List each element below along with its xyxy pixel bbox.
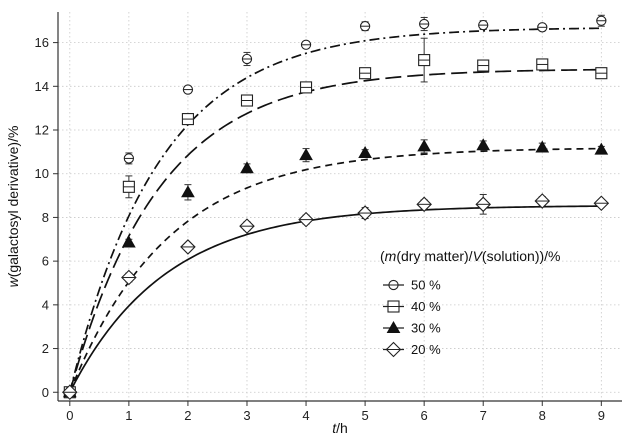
data-point	[476, 138, 491, 151]
legend-entry: 20 %	[383, 341, 441, 358]
data-point	[300, 39, 312, 50]
data-point	[478, 19, 489, 31]
x-axis-label: t/h	[332, 420, 348, 436]
fit-curve-series-4	[69, 205, 602, 393]
data-point	[239, 218, 255, 234]
data-point	[475, 196, 491, 213]
data-points	[62, 14, 610, 401]
legend-title-part: (solution))/%	[482, 248, 561, 264]
legend-title-part: (dry matter)/	[396, 248, 472, 264]
data-point	[416, 196, 432, 213]
x-tick-label: 6	[421, 408, 428, 423]
axes	[57, 12, 622, 402]
data-point	[535, 140, 550, 153]
x-tick-label: 4	[302, 408, 309, 423]
data-point	[537, 22, 548, 33]
x-tick-label: 7	[480, 408, 487, 423]
legend-label: 50 %	[411, 278, 441, 293]
data-point	[240, 94, 254, 107]
data-point	[419, 18, 430, 30]
y-tick-label: 6	[42, 254, 49, 269]
data-point	[181, 113, 194, 126]
data-point	[596, 15, 607, 26]
data-point	[299, 148, 313, 161]
data-point	[417, 139, 432, 152]
legend-entry: 40 %	[383, 299, 441, 314]
data-point	[477, 59, 490, 72]
x-tick-label: 2	[184, 408, 191, 423]
y-axis-label: w(galactosyl derivative)/%	[5, 126, 21, 288]
y-tick-label: 0	[42, 385, 49, 400]
legend-marker	[387, 300, 400, 313]
data-point	[181, 185, 195, 198]
data-point	[123, 153, 135, 164]
y-axis-label-unit: (galactosyl derivative)/%	[5, 126, 21, 278]
legend-entry: 30 %	[383, 321, 441, 336]
data-point	[595, 67, 608, 80]
legend-title-part: m	[385, 248, 397, 264]
legend-marker	[385, 341, 402, 358]
data-point	[418, 54, 431, 67]
legend-label: 20 %	[411, 342, 441, 357]
data-point	[358, 145, 372, 158]
x-tick-label: 0	[66, 408, 73, 423]
legend-entries: 50 % 40 % 30 % 20 %	[383, 278, 441, 358]
legend-label: 40 %	[411, 299, 441, 314]
legend: (m(dry matter)/V(solution))/% 50 % 40 % 30…	[380, 248, 561, 358]
y-tick-label: 10	[35, 166, 49, 181]
data-point	[298, 211, 314, 228]
data-point	[122, 235, 136, 248]
x-tick-label: 1	[125, 408, 132, 423]
y-tick-label: 12	[35, 123, 49, 138]
x-tick-label: 9	[598, 408, 605, 423]
x-tick-label: 8	[539, 408, 546, 423]
legend-label: 30 %	[411, 321, 441, 336]
data-point	[121, 269, 137, 286]
fit-curves	[68, 27, 602, 393]
y-tick-label: 16	[35, 35, 49, 50]
legend-marker	[386, 320, 401, 333]
x-axis-label-unit: /h	[336, 420, 348, 436]
data-point	[299, 81, 313, 94]
legend-title-part: V	[473, 248, 484, 264]
legend-entry: 50 %	[383, 278, 441, 293]
data-point	[534, 193, 551, 209]
x-tick-label: 5	[361, 408, 368, 423]
data-point	[594, 142, 609, 155]
data-point	[62, 384, 78, 401]
y-axis-label-variable: w	[5, 276, 21, 287]
fit-curve-series-3	[69, 147, 602, 393]
data-point	[359, 67, 372, 80]
data-point	[240, 161, 254, 174]
data-point	[122, 180, 135, 193]
data-point	[180, 239, 196, 255]
fit-curve-series-1	[68, 27, 602, 393]
y-tick-label: 8	[42, 210, 49, 225]
x-tick-label: 3	[243, 408, 250, 423]
legend-title: (m(dry matter)/V(solution))/%	[380, 248, 561, 264]
data-point	[359, 21, 371, 32]
data-point	[182, 84, 194, 95]
y-tick-label: 14	[35, 79, 49, 94]
data-point	[593, 195, 610, 211]
fit-curve-series-2	[68, 68, 602, 393]
y-tick-label: 2	[42, 341, 49, 356]
data-point	[536, 58, 549, 71]
legend-title-part: (	[380, 248, 385, 264]
legend-marker	[388, 279, 399, 291]
x-axis-label-variable: t	[332, 420, 337, 436]
y-tick-label: 4	[42, 297, 49, 312]
data-point	[241, 53, 253, 65]
data-point	[357, 205, 373, 221]
